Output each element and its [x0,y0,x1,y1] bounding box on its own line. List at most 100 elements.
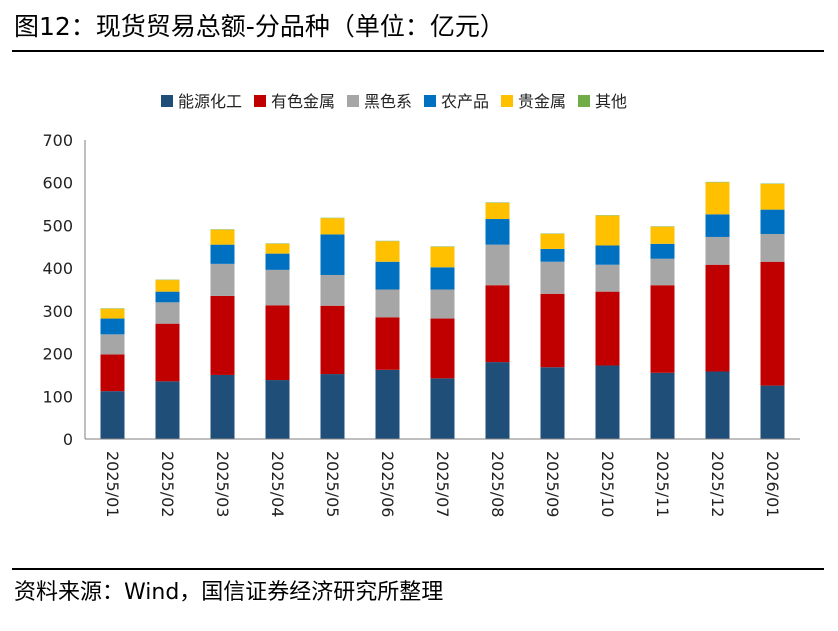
bar-segment [320,234,345,275]
bar-segment [650,258,675,286]
bar-segment [705,264,730,372]
bar-segment [375,241,400,262]
bar-segment [650,243,675,259]
bar-segment [650,285,675,373]
y-tick-label: 200 [42,345,73,364]
bar-segment [485,244,510,286]
bar-segment [760,233,785,262]
bar-segment [155,323,180,382]
bar-segment [320,305,345,375]
bar-segment [485,285,510,363]
legend-swatch [424,95,436,107]
bar-segment [210,295,235,375]
x-tick-label: 2025/07 [433,451,452,517]
x-tick-label: 2026/01 [763,451,782,517]
legend-label: 贵金属 [518,92,566,111]
bar-segment [760,209,785,234]
bar-segment [760,385,785,439]
y-tick-label: 300 [42,302,73,321]
bar-segment [705,371,730,439]
bar-segment [705,236,730,265]
bar-segment [265,305,290,381]
bar-segment [430,378,455,439]
bar-segment [100,308,125,319]
bar-segment [265,269,290,306]
bar-segment [210,263,235,296]
bar-segment [210,374,235,439]
figure-title: 图12：现货贸易总额-分品种（单位：亿元） [14,12,505,41]
x-tick-label: 2025/04 [268,451,287,517]
legend-label: 能源化工 [178,92,242,111]
y-tick-label: 600 [42,174,73,193]
bar-segment [540,367,565,439]
bar-segment [100,354,125,392]
bar-segment [485,362,510,439]
bar-segment [595,365,620,439]
bar-segment [485,202,510,220]
bar-segment [540,293,565,368]
x-tick-label: 2025/09 [543,451,562,517]
y-tick-label: 100 [42,387,73,406]
bar-segment [485,219,510,245]
bar-segment [760,183,785,210]
bar-segment [430,246,455,268]
bar-segment [650,226,675,244]
x-tick-label: 2025/10 [598,451,617,517]
legend-swatch [254,95,266,107]
bar-segment [265,243,290,254]
stacked-bar-chart: 0 100 200 300 400 500 600 700 2025/01 2025/02 2025… [42,92,800,517]
bar-segment [430,289,455,319]
bar-segment [760,261,785,386]
bar-segment [430,318,455,379]
bar-segment [320,218,345,235]
x-tick-label: 2025/02 [158,451,177,517]
bar-segment [320,374,345,439]
bar-segment [540,248,565,262]
bar-segment [375,261,400,290]
bar-segment [650,372,675,439]
x-tick-label: 2025/05 [323,451,342,517]
bar-segment [595,264,620,292]
x-tick-label: 2025/01 [103,451,122,517]
source-note: 资料来源：Wind，国信证券经济研究所整理 [14,580,444,605]
y-tick-label: 500 [42,216,73,235]
x-tick-label: 2025/06 [378,451,397,517]
legend-swatch [347,95,359,107]
legend-swatch [578,95,590,107]
bar-segment [210,229,235,245]
bar-segment [595,245,620,265]
source-divider [12,568,824,570]
bar-segment [375,369,400,439]
bar-segment [375,289,400,318]
title-divider [12,50,824,52]
bar-segment [265,253,290,270]
bar-segment [100,334,125,355]
y-tick-label: 0 [63,430,73,449]
x-tick-label: 2025/12 [708,451,727,517]
bar-segment [320,274,345,306]
legend-swatch [161,95,173,107]
x-tick-label: 2025/08 [488,451,507,517]
bar-segment [595,291,620,366]
bar-segment [705,182,730,215]
x-tick-label: 2025/11 [653,451,672,517]
bar-segment [155,381,180,439]
bar-segment [100,318,125,335]
y-tick-label: 700 [42,131,73,150]
bar-segment [100,391,125,439]
bar-segment [540,261,565,294]
legend-label: 黑色系 [364,92,412,111]
x-tick-label: 2025/03 [213,451,232,517]
bar-segment [595,215,620,246]
bar-segment [265,380,290,439]
bar-segment [155,291,180,303]
bar-segment [540,233,565,249]
y-tick-label: 400 [42,259,73,278]
bar-segment [210,244,235,264]
legend-label: 农产品 [441,92,489,111]
bar-segment [430,267,455,290]
legend-label: 有色金属 [271,92,335,111]
legend-swatch [501,95,513,107]
legend-label: 其他 [595,92,627,111]
bar-segment [375,317,400,370]
